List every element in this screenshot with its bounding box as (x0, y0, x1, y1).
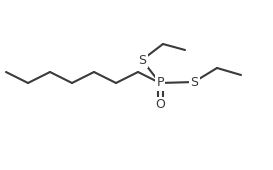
Text: S: S (190, 75, 198, 89)
Text: S: S (138, 54, 146, 66)
Text: P: P (156, 76, 164, 89)
Text: O: O (155, 98, 165, 112)
